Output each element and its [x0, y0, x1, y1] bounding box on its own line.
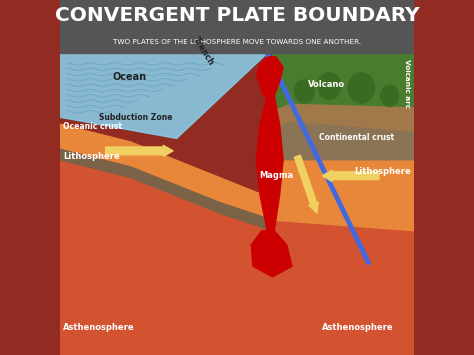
Text: Trench: Trench — [191, 36, 216, 68]
Text: Lithosphere: Lithosphere — [63, 152, 120, 161]
Polygon shape — [60, 124, 414, 355]
Text: Continental crust: Continental crust — [319, 133, 394, 142]
Text: Oceanic crust: Oceanic crust — [63, 121, 122, 131]
Ellipse shape — [348, 73, 374, 103]
Text: Ocean: Ocean — [113, 72, 147, 82]
Polygon shape — [251, 231, 292, 277]
Polygon shape — [273, 53, 414, 110]
Text: Asthenosphere: Asthenosphere — [63, 323, 135, 332]
Polygon shape — [256, 57, 283, 96]
Text: TWO PLATES OF THE LITHOSPHERE MOVE TOWARDS ONE ANOTHER.: TWO PLATES OF THE LITHOSPHERE MOVE TOWAR… — [113, 39, 361, 45]
Text: Magma: Magma — [259, 170, 293, 180]
Polygon shape — [256, 96, 283, 231]
Text: CONVERGENT PLATE BOUNDARY: CONVERGENT PLATE BOUNDARY — [55, 6, 419, 26]
Bar — [60, 53, 414, 355]
Text: Volcanic arc: Volcanic arc — [404, 59, 410, 108]
Text: Subduction Zone: Subduction Zone — [99, 113, 172, 122]
FancyArrow shape — [294, 155, 319, 213]
Polygon shape — [60, 53, 267, 138]
Ellipse shape — [381, 85, 399, 106]
Ellipse shape — [318, 73, 341, 99]
FancyArrow shape — [106, 145, 173, 157]
Polygon shape — [273, 121, 414, 160]
Text: Volcano: Volcano — [308, 80, 345, 89]
Polygon shape — [273, 149, 414, 231]
Text: Lithosphere: Lithosphere — [354, 167, 411, 176]
Bar — [60, 0, 414, 53]
FancyArrow shape — [322, 170, 379, 181]
Polygon shape — [60, 149, 273, 231]
Ellipse shape — [295, 80, 314, 103]
Text: Asthenosphere: Asthenosphere — [322, 323, 394, 332]
Polygon shape — [273, 103, 414, 131]
Polygon shape — [60, 124, 273, 220]
